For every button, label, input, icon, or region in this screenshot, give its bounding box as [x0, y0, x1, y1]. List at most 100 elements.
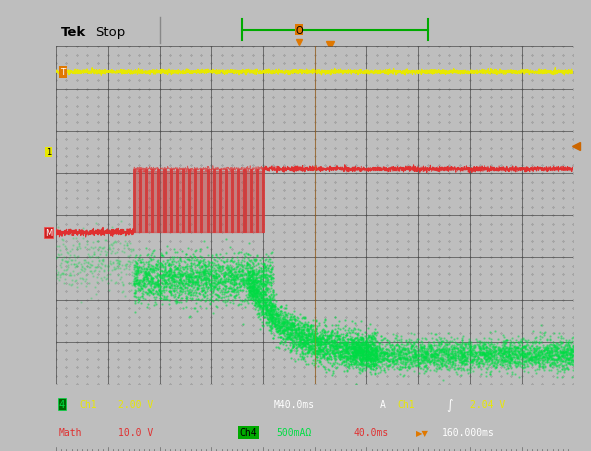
- Point: [469, 351, 478, 358]
- Point: [169, 271, 178, 278]
- Point: [252, 252, 262, 259]
- Point: [307, 359, 317, 367]
- Point: [304, 344, 313, 351]
- Point: [221, 270, 230, 277]
- Point: [161, 269, 171, 276]
- Point: [351, 334, 361, 341]
- Point: [158, 258, 168, 265]
- Point: [478, 348, 487, 355]
- Point: [303, 326, 313, 333]
- Point: [328, 340, 337, 347]
- Point: [442, 357, 452, 364]
- Point: [217, 263, 226, 270]
- Point: [182, 284, 191, 291]
- Point: [129, 281, 139, 289]
- Point: [363, 343, 373, 350]
- Point: [161, 249, 171, 257]
- Point: [361, 355, 370, 363]
- Point: [168, 278, 178, 285]
- Point: [363, 362, 372, 369]
- Point: [268, 259, 277, 266]
- Point: [154, 286, 164, 293]
- Point: [243, 277, 252, 284]
- Point: [345, 345, 355, 353]
- Point: [544, 350, 554, 358]
- Point: [141, 271, 151, 278]
- Point: [334, 343, 343, 350]
- Point: [261, 305, 270, 313]
- Point: [278, 312, 287, 319]
- Point: [288, 335, 297, 342]
- Point: [440, 345, 450, 352]
- Point: [290, 323, 299, 330]
- Point: [258, 289, 268, 296]
- Point: [105, 259, 115, 267]
- Point: [347, 352, 356, 359]
- Point: [480, 350, 489, 358]
- Point: [201, 276, 210, 283]
- Point: [134, 268, 143, 275]
- Point: [333, 352, 342, 359]
- Point: [457, 339, 466, 346]
- Point: [241, 288, 251, 295]
- Point: [235, 276, 245, 283]
- Point: [453, 351, 463, 359]
- Point: [353, 350, 362, 358]
- Point: [241, 283, 251, 290]
- Point: [247, 283, 256, 290]
- Point: [262, 311, 272, 318]
- Point: [299, 323, 309, 331]
- Point: [246, 280, 256, 287]
- Point: [72, 235, 81, 242]
- Point: [385, 340, 394, 347]
- Point: [546, 353, 556, 360]
- Point: [413, 356, 423, 364]
- Point: [308, 330, 317, 337]
- Point: [234, 280, 243, 287]
- Point: [289, 308, 298, 315]
- Point: [514, 355, 524, 363]
- Point: [247, 270, 256, 277]
- Point: [309, 349, 319, 356]
- Point: [359, 341, 368, 348]
- Point: [348, 344, 358, 351]
- Point: [512, 346, 521, 354]
- Point: [534, 363, 544, 370]
- Point: [356, 357, 366, 364]
- Point: [317, 334, 326, 341]
- Point: [359, 342, 368, 349]
- Point: [466, 348, 475, 355]
- Point: [360, 332, 369, 339]
- Point: [506, 356, 516, 364]
- Point: [480, 346, 489, 353]
- Point: [101, 251, 111, 258]
- Point: [496, 350, 505, 357]
- Point: [178, 283, 187, 290]
- Point: [242, 262, 252, 269]
- Point: [248, 283, 257, 290]
- Point: [265, 315, 274, 322]
- Point: [264, 322, 274, 329]
- Point: [486, 329, 495, 336]
- Point: [167, 262, 176, 269]
- Point: [228, 276, 237, 283]
- Point: [505, 359, 514, 366]
- Point: [359, 338, 368, 345]
- Point: [170, 298, 180, 305]
- Point: [196, 277, 206, 285]
- Point: [561, 338, 570, 345]
- Point: [256, 309, 265, 316]
- Point: [352, 341, 362, 348]
- Point: [175, 272, 184, 279]
- Point: [274, 322, 283, 330]
- Point: [311, 353, 320, 360]
- Point: [550, 347, 560, 354]
- Point: [207, 260, 216, 267]
- Point: [86, 261, 95, 268]
- Point: [249, 271, 259, 278]
- Point: [249, 276, 258, 284]
- Point: [365, 353, 375, 360]
- Point: [261, 282, 270, 289]
- Point: [396, 355, 405, 362]
- Point: [443, 349, 453, 356]
